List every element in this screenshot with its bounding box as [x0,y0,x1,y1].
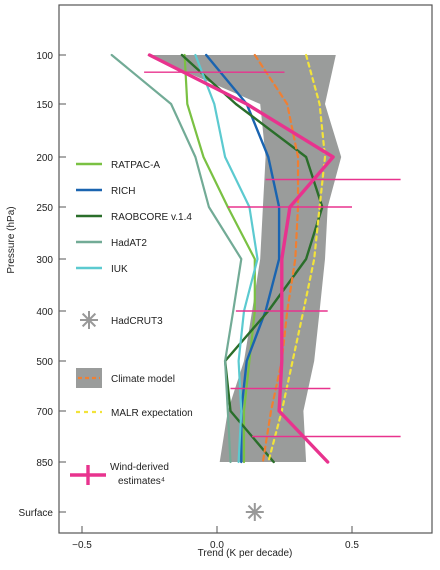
series-layer [110,53,335,464]
legend-item-hadat2: HadAT2 [76,238,147,249]
y-tick-label-850: 850 [36,458,53,469]
series-line-iuk [194,53,259,464]
y-tick-label-300: 300 [36,255,53,266]
x-tick-label-1: 0.0 [210,540,224,551]
series-line-rich [205,53,281,464]
legend-item-hadcrut3: HadCRUT3 [80,311,163,329]
climate-model-band-layer [146,55,342,462]
marker-layer [245,503,264,521]
y-tick-label-400: 400 [36,307,53,318]
legend-item-rich: RICH [76,186,135,197]
legend-asterisk-swatch [80,311,98,329]
y-axis-label: Pressure (hPa) [6,206,17,273]
legend-item-iuk: IUK [76,264,128,275]
series-line-raobcore-v-1-4 [180,53,324,464]
legend-label: RATPAC-A [111,160,160,171]
legend-label: MALR expectation [111,408,193,419]
climate-model-band [146,55,342,462]
legend-label: Wind-derived [110,462,169,473]
series-line-wind-derived-estimates [147,53,335,464]
series-line-hadat2 [110,53,243,464]
series-line-ratpac-a [183,53,256,464]
y-tick-label-200: 200 [36,153,53,164]
x-tick-label-2: 0.5 [345,540,359,551]
y-tick-label-700: 700 [36,407,53,418]
legend-label: HadAT2 [111,238,147,249]
x-axis-label: Trend (K per decade) [198,548,293,559]
legend-label: RICH [111,186,135,197]
legend: RATPAC-A RICH RAOBCORE v.1.4 HadAT2 IUK HadCR… [70,160,193,487]
y-tick-label-100: 100 [36,51,53,62]
error-bar-layer [144,71,401,438]
hadcrut3-surface-marker [245,503,264,521]
y-tick-label-150: 150 [36,100,53,111]
legend-label: RAOBCORE v.1.4 [111,212,192,223]
x-tick-label-0: −0.5 [72,540,92,551]
legend-item-climate-model: Climate model [76,368,175,388]
y-tick-label-250: 250 [36,203,53,214]
legend-item-raobcore-v-1-4: RAOBCORE v.1.4 [76,212,192,223]
legend-label: Climate model [111,374,175,385]
legend-label: HadCRUT3 [111,316,163,327]
legend-label: IUK [111,264,128,275]
plot-frame [58,4,433,534]
x-axis: −0.5 0.0 0.5 [72,526,359,551]
series-line-climate-model [253,53,300,464]
y-axis: 100 150 200 250 300 400 500 700 850 Surface [19,51,66,519]
series-line-malr-expectation [267,53,327,464]
legend-label-2: estimates⁴ [118,476,165,487]
legend-item-malr-expectation: MALR expectation [76,408,193,419]
legend-item-ratpac-a: RATPAC-A [76,160,160,171]
y-tick-label-surface: Surface [19,508,54,519]
legend-item-wind-derived-estimates: Wind-derived estimates⁴ [70,462,169,487]
y-tick-label-500: 500 [36,357,53,368]
